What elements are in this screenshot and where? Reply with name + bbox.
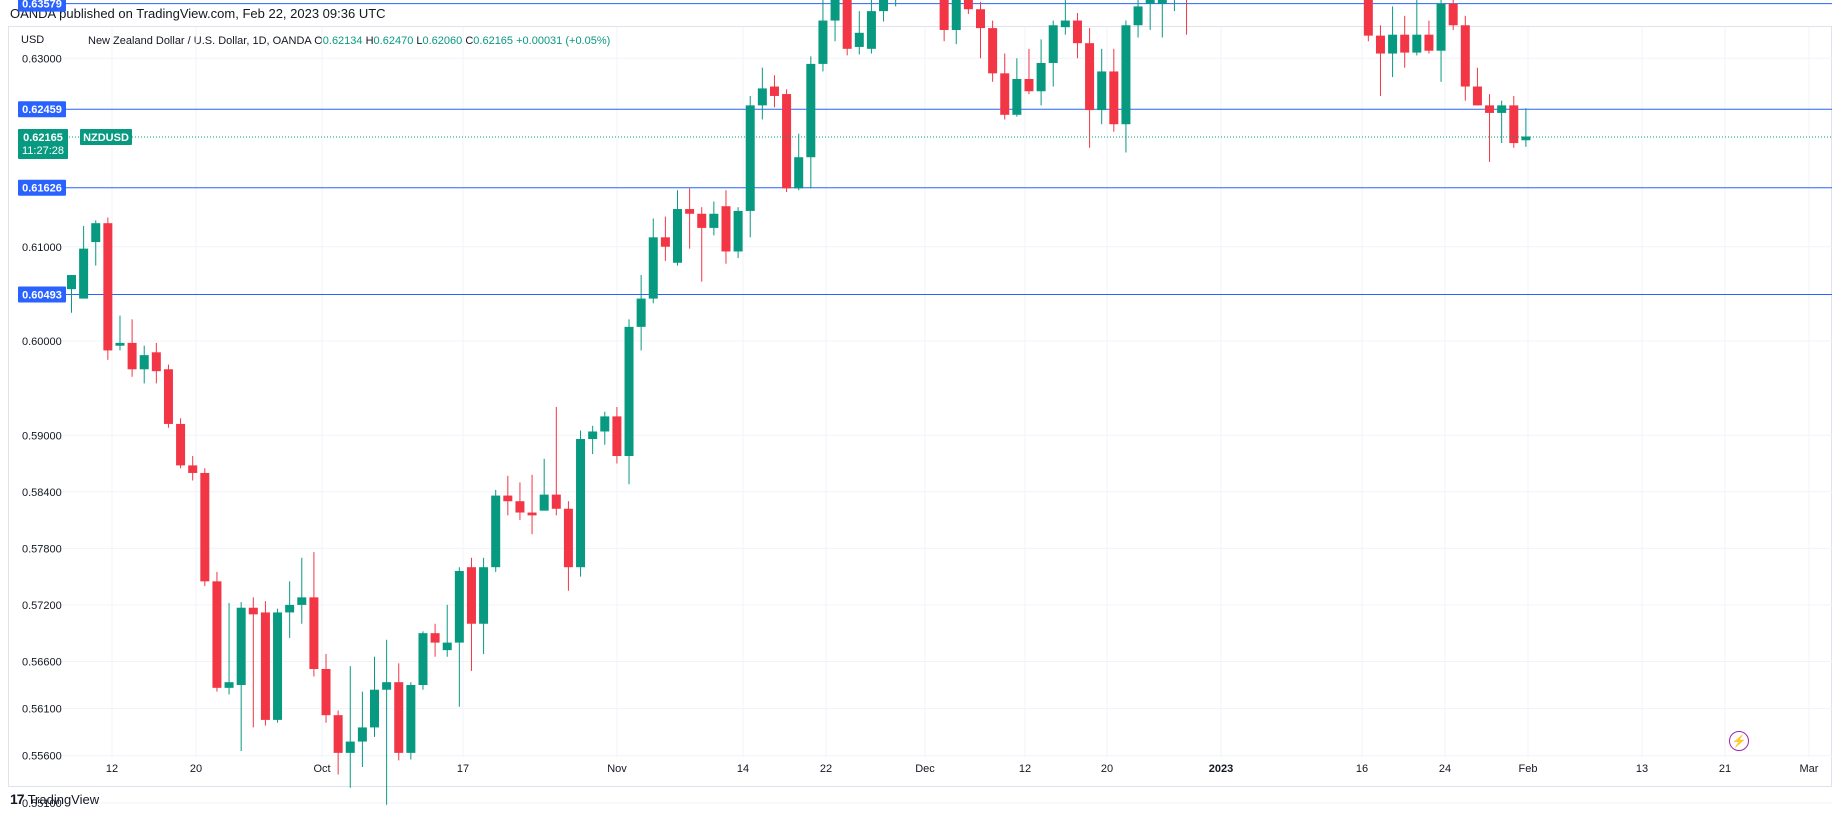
close-key: C [465, 35, 474, 47]
candle-body [1448, 3, 1458, 26]
candle-body [879, 0, 889, 12]
candle [963, 0, 973, 14]
ohlc-legend: New Zealand Dollar / U.S. Dollar, 1D, OA… [88, 35, 610, 47]
flash-icon[interactable]: ⚡ [1729, 731, 1749, 751]
candle [879, 0, 889, 22]
candle-body [963, 0, 973, 10]
open-value: 0.62134 [322, 35, 363, 47]
chart-frame[interactable] [8, 26, 1832, 787]
candle-body [1145, 0, 1155, 4]
high-value: 0.62470 [373, 35, 414, 47]
low-key: L [416, 35, 423, 47]
brand-name: TradingView [27, 791, 100, 807]
close-value: 0.62165 [473, 35, 514, 47]
change-value: +0.00031 (+0.05%) [516, 35, 611, 47]
tradingview-brand[interactable]: 17 TradingView [10, 791, 99, 807]
tradingview-logo-icon: 17 [10, 791, 25, 807]
currency-label: USD [21, 34, 45, 46]
candle [1173, 0, 1175, 12]
publisher-caption: OANDA published on TradingView.com, Feb … [10, 6, 386, 21]
high-key: H [365, 35, 374, 47]
candle-body [830, 0, 840, 21]
open-key: O [314, 35, 323, 47]
low-value: 0.62060 [422, 35, 463, 47]
candle-body [1157, 0, 1167, 4]
candle [895, 0, 897, 7]
symbol-description[interactable]: New Zealand Dollar / U.S. Dollar, 1D, OA… [88, 35, 312, 47]
candle-body [1133, 6, 1143, 26]
